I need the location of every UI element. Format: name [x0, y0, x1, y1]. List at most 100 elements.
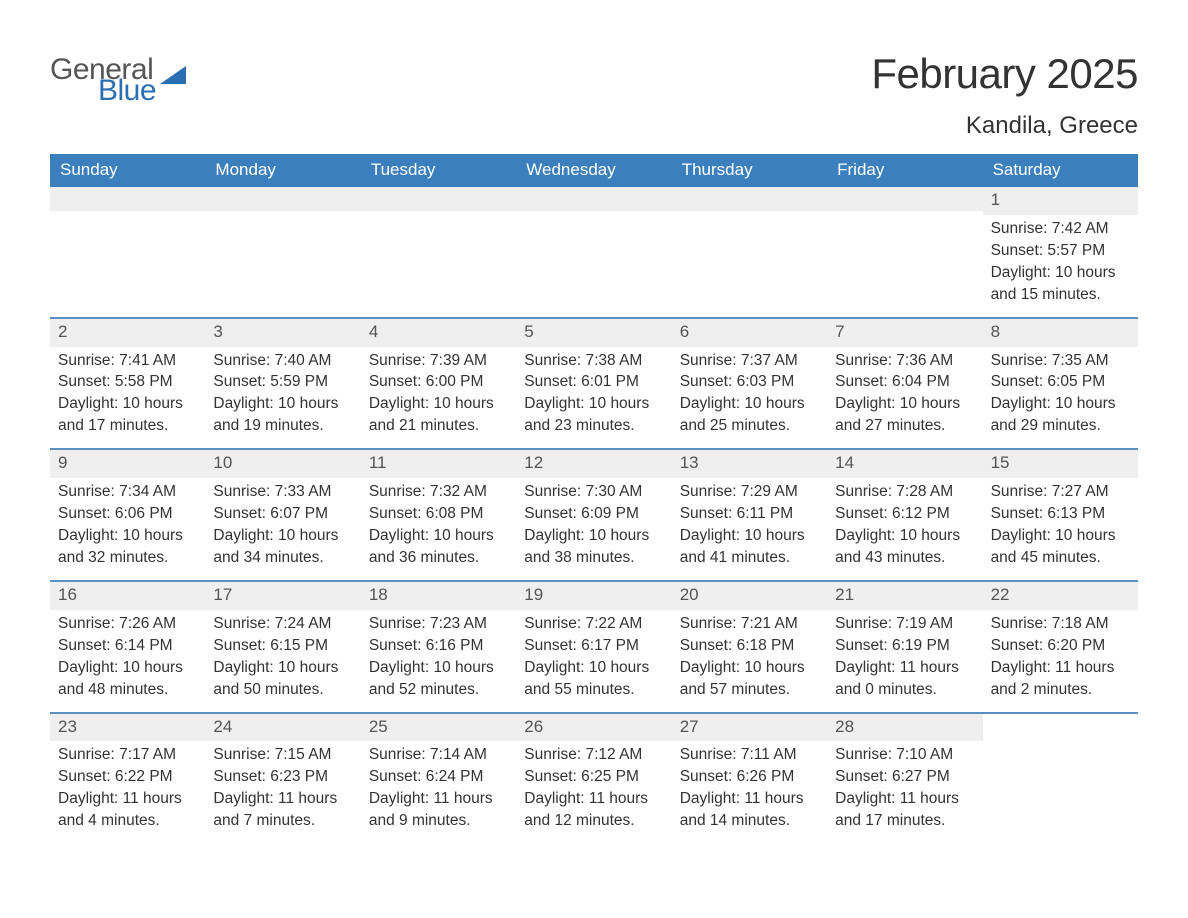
day-cell: 14Sunrise: 7:28 AMSunset: 6:12 PMDayligh… [827, 450, 982, 580]
title-block: February 2025 Kandila, Greece [871, 50, 1138, 140]
day-cell: 11 Sunrise: 7:32 AMSunset: 6:08 PMDayligh… [361, 450, 516, 580]
sunrise-line: Sunrise: 7:14 AM [369, 745, 508, 766]
dl1-line: Daylight: 10 hours [369, 394, 508, 415]
sunrise-line: Sunrise: 7:10 AM [835, 745, 974, 766]
dl2-line: and 45 minutes. [991, 548, 1130, 569]
day-cell-empty [205, 187, 360, 317]
sunrise-line: Sunrise: 7:17 AM [58, 745, 197, 766]
sunset-line: Sunset: 6:25 PM [524, 767, 663, 788]
day-details: Sunrise: 7:22 AMSunset: 6:17 PMDaylight:… [522, 614, 663, 701]
sunrise-line: Sunrise: 7:24 AM [213, 614, 352, 635]
day-number: 18 [361, 582, 516, 610]
dl2-line: and 12 minutes. [524, 811, 663, 832]
sunset-line: Sunset: 6:27 PM [835, 767, 974, 788]
day-details: Sunrise: 7:32 AMSunset: 6:08 PMDaylight:… [367, 482, 508, 569]
day-details: Sunrise: 7:33 AMSunset: 6:07 PMDaylight:… [211, 482, 352, 569]
day-cell-empty [672, 187, 827, 317]
day-details: Sunrise: 7:18 AMSunset: 6:20 PMDaylight:… [989, 614, 1130, 701]
header: General Blue February 2025 Kandila, Gree… [50, 50, 1138, 140]
day-cell: 15Sunrise: 7:27 AMSunset: 6:13 PMDayligh… [983, 450, 1138, 580]
day-number: 8 [983, 319, 1138, 347]
day-details: Sunrise: 7:36 AMSunset: 6:04 PMDaylight:… [833, 351, 974, 438]
dl2-line: and 23 minutes. [524, 416, 663, 437]
sunrise-line: Sunrise: 7:32 AM [369, 482, 508, 503]
day-number: 11 [361, 450, 516, 478]
sunrise-line: Sunrise: 7:19 AM [835, 614, 974, 635]
dl1-line: Daylight: 10 hours [680, 526, 819, 547]
dl2-line: and 27 minutes. [835, 416, 974, 437]
day-cell: 28Sunrise: 7:10 AMSunset: 6:27 PMDayligh… [827, 714, 982, 844]
day-number [50, 187, 205, 211]
sunset-line: Sunset: 6:03 PM [680, 372, 819, 393]
day-cell: 20Sunrise: 7:21 AMSunset: 6:18 PMDayligh… [672, 582, 827, 712]
sunset-line: Sunset: 6:05 PM [991, 372, 1130, 393]
dl2-line: and 52 minutes. [369, 680, 508, 701]
week-row: 9Sunrise: 7:34 AMSunset: 6:06 PMDaylight… [50, 448, 1138, 580]
day-number: 16 [50, 582, 205, 610]
day-cell: 16 Sunrise: 7:26 AMSunset: 6:14 PMDayligh… [50, 582, 205, 712]
weekday-tuesday: Tuesday [361, 154, 516, 187]
logo-text: General Blue [50, 56, 156, 105]
dl1-line: Daylight: 10 hours [524, 526, 663, 547]
day-cell: 21Sunrise: 7:19 AMSunset: 6:19 PMDayligh… [827, 582, 982, 712]
logo-text-blue: Blue [98, 77, 156, 106]
day-cell: 24Sunrise: 7:15 AMSunset: 6:23 PMDayligh… [205, 714, 360, 844]
day-number: 28 [827, 714, 982, 742]
day-number: 6 [672, 319, 827, 347]
dl1-line: Daylight: 10 hours [680, 658, 819, 679]
dl1-line: Daylight: 10 hours [524, 394, 663, 415]
sunset-line: Sunset: 6:06 PM [58, 504, 197, 525]
dl1-line: Daylight: 11 hours [524, 789, 663, 810]
sunrise-line: Sunrise: 7:11 AM [680, 745, 819, 766]
day-number: 4 [361, 319, 516, 347]
sunrise-line: Sunrise: 7:15 AM [213, 745, 352, 766]
sunrise-line: Sunrise: 7:18 AM [991, 614, 1130, 635]
day-details: Sunrise: 7:27 AMSunset: 6:13 PMDaylight:… [989, 482, 1130, 569]
day-cell: 10Sunrise: 7:33 AMSunset: 6:07 PMDayligh… [205, 450, 360, 580]
day-details: Sunrise: 7:19 AMSunset: 6:19 PMDaylight:… [833, 614, 974, 701]
dl2-line: and 15 minutes. [991, 285, 1130, 306]
dl2-line: and 41 minutes. [680, 548, 819, 569]
sunrise-line: Sunrise: 7:42 AM [991, 219, 1130, 240]
dl2-line: and 48 minutes. [58, 680, 197, 701]
sunset-line: Sunset: 6:00 PM [369, 372, 508, 393]
day-cell: 9Sunrise: 7:34 AMSunset: 6:06 PMDaylight… [50, 450, 205, 580]
dl2-line: and 57 minutes. [680, 680, 819, 701]
day-cell: 13Sunrise: 7:29 AMSunset: 6:11 PMDayligh… [672, 450, 827, 580]
day-number: 3 [205, 319, 360, 347]
month-title: February 2025 [871, 50, 1138, 98]
dl1-line: Daylight: 10 hours [524, 658, 663, 679]
dl1-line: Daylight: 10 hours [369, 658, 508, 679]
dl2-line: and 29 minutes. [991, 416, 1130, 437]
sunrise-line: Sunrise: 7:33 AM [213, 482, 352, 503]
dl2-line: and 9 minutes. [369, 811, 508, 832]
day-cell-empty [983, 714, 1138, 844]
day-details: Sunrise: 7:29 AMSunset: 6:11 PMDaylight:… [678, 482, 819, 569]
sunset-line: Sunset: 6:16 PM [369, 636, 508, 657]
day-details: Sunrise: 7:34 AMSunset: 6:06 PMDaylight:… [56, 482, 197, 569]
week-row: 16 Sunrise: 7:26 AMSunset: 6:14 PMDayligh… [50, 580, 1138, 712]
weekday-thursday: Thursday [672, 154, 827, 187]
day-number: 26 [516, 714, 671, 742]
day-details: Sunrise: 7:26 AMSunset: 6:14 PMDaylight:… [56, 614, 197, 701]
sunrise-line: Sunrise: 7:36 AM [835, 351, 974, 372]
weeks-container: 1Sunrise: 7:42 AMSunset: 5:57 PMDaylight… [50, 187, 1138, 843]
sunrise-line: Sunrise: 7:29 AM [680, 482, 819, 503]
day-cell: 17Sunrise: 7:24 AMSunset: 6:15 PMDayligh… [205, 582, 360, 712]
weekday-wednesday: Wednesday [516, 154, 671, 187]
sunset-line: Sunset: 6:12 PM [835, 504, 974, 525]
dl2-line: and 2 minutes. [991, 680, 1130, 701]
week-row: 2Sunrise: 7:41 AMSunset: 5:58 PMDaylight… [50, 317, 1138, 449]
day-cell: 22Sunrise: 7:18 AMSunset: 6:20 PMDayligh… [983, 582, 1138, 712]
day-number [361, 187, 516, 211]
sunrise-line: Sunrise: 7:41 AM [58, 351, 197, 372]
dl2-line: and 38 minutes. [524, 548, 663, 569]
day-details: Sunrise: 7:41 AMSunset: 5:58 PMDaylight:… [56, 351, 197, 438]
day-cell: 2Sunrise: 7:41 AMSunset: 5:58 PMDaylight… [50, 319, 205, 449]
day-number [205, 187, 360, 211]
day-details: Sunrise: 7:35 AMSunset: 6:05 PMDaylight:… [989, 351, 1130, 438]
day-cell: 1Sunrise: 7:42 AMSunset: 5:57 PMDaylight… [983, 187, 1138, 317]
dl2-line: and 0 minutes. [835, 680, 974, 701]
sunset-line: Sunset: 5:58 PM [58, 372, 197, 393]
sunset-line: Sunset: 6:15 PM [213, 636, 352, 657]
